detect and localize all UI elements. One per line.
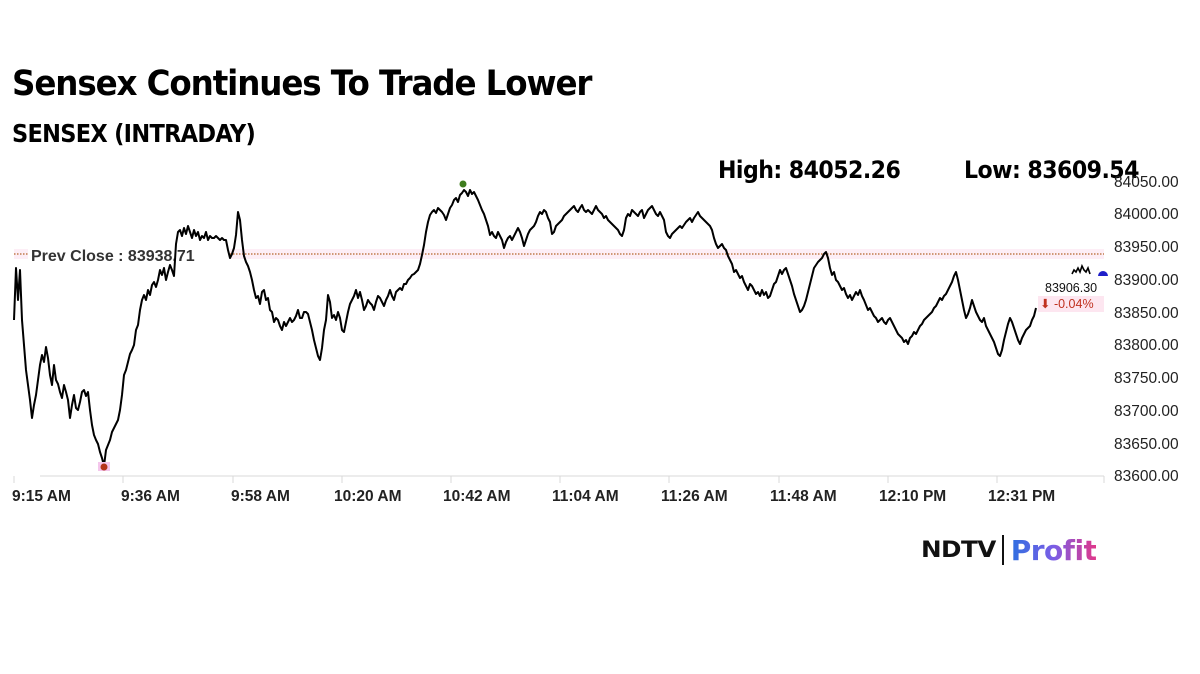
brand-ndtv: NDTV bbox=[921, 537, 996, 563]
change-percent: ⬇ -0.04% bbox=[1040, 297, 1094, 311]
svg-text:11:48 AM: 11:48 AM bbox=[770, 488, 837, 505]
day-high-marker bbox=[459, 180, 467, 188]
svg-text:10:42 AM: 10:42 AM bbox=[443, 488, 510, 505]
svg-text:84000.00: 84000.00 bbox=[1114, 206, 1179, 223]
svg-text:83850.00: 83850.00 bbox=[1114, 305, 1179, 322]
svg-text:11:26 AM: 11:26 AM bbox=[661, 488, 728, 505]
svg-text:83700.00: 83700.00 bbox=[1114, 403, 1179, 420]
svg-text:10:20 AM: 10:20 AM bbox=[334, 488, 401, 505]
ndtv-profit-logo: NDTV Profit bbox=[921, 532, 1097, 568]
day-low: Low: 83609.54 bbox=[964, 156, 1139, 184]
svg-text:9:15 AM: 9:15 AM bbox=[12, 488, 71, 505]
last-price-marker bbox=[1098, 271, 1108, 276]
svg-text:83950.00: 83950.00 bbox=[1114, 239, 1179, 256]
x-axis-labels: 9:15 AM 9:36 AM 9:58 AM 10:20 AM 10:42 A… bbox=[12, 488, 1055, 505]
price-line bbox=[13, 189, 1037, 467]
prev-close-label: Prev Close : 83938.71 bbox=[31, 248, 195, 265]
svg-text:83800.00: 83800.00 bbox=[1114, 337, 1179, 354]
svg-text:83650.00: 83650.00 bbox=[1114, 436, 1179, 453]
brand-separator bbox=[1001, 535, 1004, 565]
svg-text:11:04 AM: 11:04 AM bbox=[552, 488, 619, 505]
svg-text:9:36 AM: 9:36 AM bbox=[121, 488, 180, 505]
svg-text:9:58 AM: 9:58 AM bbox=[231, 488, 290, 505]
headline: Sensex Continues To Trade Lower bbox=[12, 64, 592, 104]
svg-text:83600.00: 83600.00 bbox=[1114, 468, 1179, 485]
day-high: High: 84052.26 bbox=[718, 156, 901, 184]
chart-subtitle: SENSEX (INTRADAY) bbox=[12, 119, 256, 148]
svg-text:84050.00: 84050.00 bbox=[1114, 174, 1179, 191]
svg-text:12:10 PM: 12:10 PM bbox=[879, 488, 946, 505]
last-price-value: 83906.30 bbox=[1045, 281, 1097, 295]
day-low-marker bbox=[100, 463, 108, 471]
y-axis-labels: 84050.00 84000.00 83950.00 83900.00 8385… bbox=[1114, 174, 1179, 485]
price-line-tail bbox=[1071, 263, 1091, 275]
prev-close-band bbox=[14, 249, 1104, 259]
svg-text:12:31 PM: 12:31 PM bbox=[988, 488, 1055, 505]
svg-text:83900.00: 83900.00 bbox=[1114, 272, 1179, 289]
brand-profit: Profit bbox=[1010, 533, 1097, 567]
prev-close-label-bg bbox=[28, 245, 230, 265]
svg-text:83750.00: 83750.00 bbox=[1114, 370, 1179, 387]
x-axis-ticks bbox=[13, 476, 1105, 483]
change-badge-bg bbox=[1038, 296, 1104, 312]
